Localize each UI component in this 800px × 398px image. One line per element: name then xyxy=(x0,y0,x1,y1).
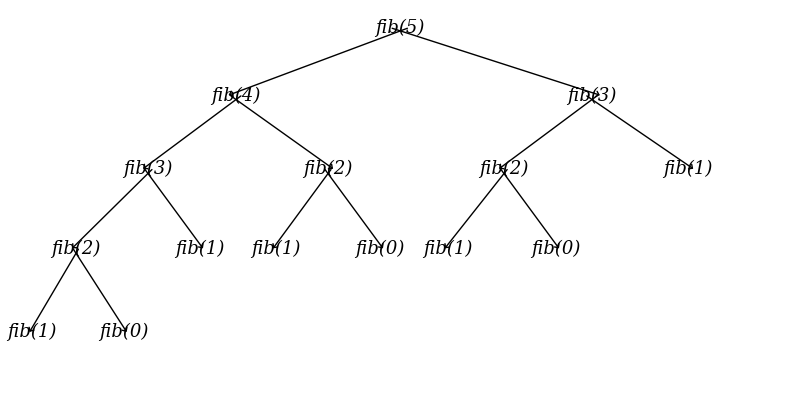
Text: fib(2): fib(2) xyxy=(51,240,101,258)
Text: fib(2): fib(2) xyxy=(479,160,529,178)
Text: fib(3): fib(3) xyxy=(567,86,617,105)
Text: fib(1): fib(1) xyxy=(7,323,57,341)
Text: fib(3): fib(3) xyxy=(123,160,173,178)
Text: fib(0): fib(0) xyxy=(355,240,405,258)
Text: fib(2): fib(2) xyxy=(303,160,353,178)
Text: fib(1): fib(1) xyxy=(423,240,473,258)
Text: fib(0): fib(0) xyxy=(531,240,581,258)
Text: fib(5): fib(5) xyxy=(375,19,425,37)
Text: fib(1): fib(1) xyxy=(251,240,301,258)
Text: fib(1): fib(1) xyxy=(663,160,713,178)
Text: fib(4): fib(4) xyxy=(211,86,261,105)
Text: fib(0): fib(0) xyxy=(99,323,149,341)
Text: fib(1): fib(1) xyxy=(175,240,225,258)
